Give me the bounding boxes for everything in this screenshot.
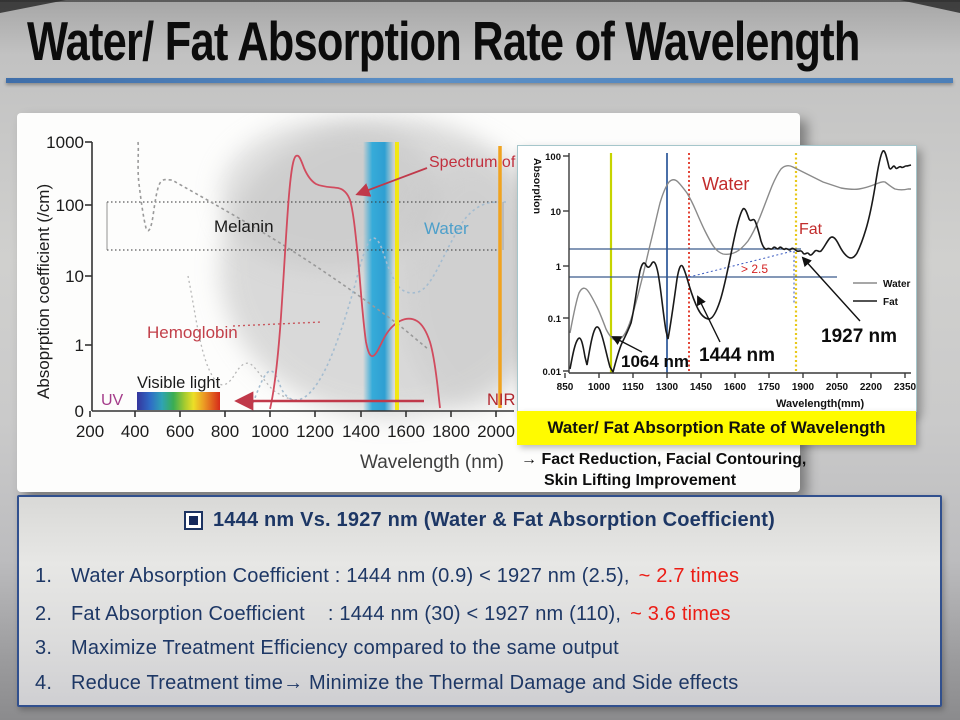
inset-y-tick-labels: 100 10 1 0.1 0.01 (543, 152, 562, 378)
svg-text:1000: 1000 (251, 422, 289, 441)
inset-legend: Water Fat (853, 279, 911, 308)
arrow-1064 (611, 336, 643, 353)
svg-text:1000: 1000 (46, 133, 84, 152)
inset-fat-label: Fat (799, 221, 823, 238)
inset-x-tick-labels: 850 1000 1150 1300 1450 1600 1750 1900 2… (557, 382, 916, 393)
svg-text:1: 1 (556, 262, 562, 273)
svg-text:2000: 2000 (477, 422, 515, 441)
top-edge-line (0, 0, 960, 2)
legend-fat-label: Fat (883, 297, 899, 308)
square-bullet-icon (183, 510, 203, 530)
svg-text:600: 600 (166, 422, 194, 441)
item-text: Maximize Treatment Efficiency compared t… (71, 637, 619, 659)
svg-text:1450: 1450 (690, 382, 713, 393)
svg-text:2050: 2050 (826, 382, 849, 393)
visible-light-label: Visible light (137, 374, 221, 392)
svg-text:1600: 1600 (387, 422, 425, 441)
water-curve-main (252, 201, 507, 404)
svg-text:10: 10 (65, 267, 84, 286)
page-title: Water/ Fat Absorption Rate of Wavelength (27, 10, 860, 72)
svg-text:100: 100 (545, 152, 561, 163)
main-axes (85, 141, 514, 417)
inset-caption-bar: Water/ Fat Absorption Rate of Wavelength (517, 411, 916, 445)
corner-decoration-left (0, 0, 66, 13)
melanin-label: Melanin (214, 217, 274, 236)
svg-text:1600: 1600 (724, 382, 747, 393)
inset-x-axis-label: Wavelength(mm) (776, 398, 865, 410)
inset-axes (563, 153, 911, 378)
hemoglobin-label: Hemoglobin (147, 323, 238, 342)
uv-label: UV (101, 392, 124, 409)
water-label-main: Water (424, 219, 469, 238)
title-underline (6, 78, 953, 83)
fact-line-1: → Fact Reduction, Facial Contouring, (521, 451, 807, 468)
svg-text:2200: 2200 (860, 382, 883, 393)
arrow-1927 (801, 256, 861, 322)
spectrum-label: Spectrum of (429, 154, 516, 171)
visible-light-bar (137, 392, 220, 410)
fat-curve-inset (569, 149, 912, 375)
svg-text:0.1: 0.1 (548, 314, 562, 325)
laser-spectrum-curve (269, 154, 441, 410)
fact-line-2: Skin Lifting Improvement (544, 472, 737, 489)
svg-text:850: 850 (557, 382, 574, 393)
svg-text:400: 400 (121, 422, 149, 441)
ratio-label: > 2.5 (741, 262, 768, 276)
svg-text:0.01: 0.01 (543, 367, 562, 378)
item-number: 4. (35, 672, 53, 694)
svg-text:1300: 1300 (656, 382, 679, 393)
label-1064nm: 1064 nm (621, 352, 689, 371)
svg-text:1: 1 (75, 336, 84, 355)
svg-text:100: 100 (56, 196, 84, 215)
item-number: 2. (35, 603, 53, 625)
nir-label: NIR (487, 391, 516, 409)
inset-chart: 100 10 1 0.1 0.01 850 1000 1150 1300 145… (531, 149, 916, 410)
inset-water-label: Water (702, 174, 749, 194)
summary-heading-text: 1444 nm Vs. 1927 nm (Water & Fat Absorpt… (212, 508, 776, 531)
svg-text:2350: 2350 (894, 382, 916, 393)
main-x-axis-label: Wavelength (nm) (360, 452, 504, 473)
item-text: Water Absorption Coefficient : 1444 nm (… (71, 565, 630, 587)
main-y-tick-labels: 1000 100 10 1 0 (46, 133, 84, 421)
svg-text:200: 200 (76, 422, 104, 441)
legend-water-label: Water (883, 279, 911, 290)
svg-text:1900: 1900 (792, 382, 815, 393)
inset-chart-panel: 100 10 1 0.1 0.01 850 1000 1150 1300 145… (517, 145, 917, 412)
item-number: 3. (35, 637, 53, 659)
item-highlight: ~ 3.6 times (630, 603, 731, 625)
main-y-axis-label: Absoprption coefficient (/cm) (34, 184, 53, 399)
dotted-reference-box (106, 201, 504, 251)
svg-text:1750: 1750 (758, 382, 781, 393)
summary-item: 3. Maximize Treatment Efficiency compare… (19, 637, 940, 660)
melanin-curve (137, 141, 429, 350)
summary-item: 1. Water Absorption Coefficient : 1444 n… (19, 565, 940, 588)
svg-text:1150: 1150 (622, 382, 644, 393)
svg-text:1200: 1200 (296, 422, 334, 441)
item-text: Fat Absorption Coefficient : 1444 nm (30… (71, 603, 622, 625)
summary-heading: 1444 nm Vs. 1927 nm (Water & Fat Absorpt… (19, 506, 940, 534)
svg-text:0: 0 (75, 402, 84, 421)
inset-y-axis-label: Absorption (531, 158, 543, 214)
label-1927nm: 1927 nm (821, 326, 897, 347)
label-1444nm: 1444 nm (699, 345, 775, 366)
svg-text:1000: 1000 (588, 382, 611, 393)
spectrum-pointer-arrow (355, 167, 428, 197)
summary-item: 4. Reduce Treatment time→ Minimize the T… (19, 672, 940, 695)
fact-note: → Fact Reduction, Facial Contouring, Ski… (521, 449, 806, 491)
arrow-1444 (697, 295, 721, 343)
corner-decoration-right (900, 0, 960, 13)
item-number: 1. (35, 565, 53, 587)
main-x-tick-labels: 200 400 600 800 1000 1200 1400 1600 1800… (76, 422, 515, 441)
svg-text:800: 800 (211, 422, 239, 441)
main-chart: 1000 100 10 1 0 200 400 600 800 1000 120… (34, 118, 560, 473)
inset-caption-text: Water/ Fat Absorption Rate of Wavelength (547, 418, 886, 437)
svg-text:1800: 1800 (432, 422, 470, 441)
item-highlight: ~ 2.7 times (638, 565, 740, 587)
summary-item: 2. Fat Absorption Coefficient : 1444 nm … (19, 603, 940, 626)
summary-box: 1444 nm Vs. 1927 nm (Water & Fat Absorpt… (17, 495, 942, 707)
svg-text:10: 10 (550, 207, 561, 218)
item-text: Reduce Treatment time→ Minimize the Ther… (71, 672, 739, 694)
svg-text:1400: 1400 (342, 422, 380, 441)
